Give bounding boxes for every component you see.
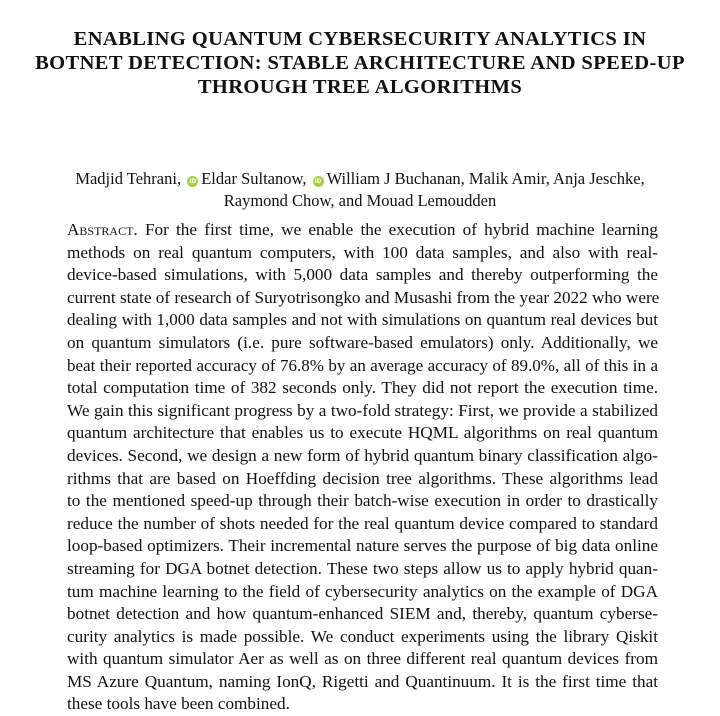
abstract-line: dealing with 1,000 data samples and not … — [67, 309, 658, 332]
abstract-line: tum machine learning to the field of cyb… — [67, 581, 658, 604]
abstract-line: beat their reported accuracy of 76.8% by… — [67, 355, 658, 378]
abstract-text: curity analytics is made possible. We co… — [67, 626, 658, 646]
abstract-line: curity analytics is made possible. We co… — [67, 626, 658, 649]
abstract-line: to the mentioned speed-up through their … — [67, 490, 658, 513]
abstract-line: loop-based optimizers. Their incremental… — [67, 535, 658, 558]
abstract-line: rithms that are based on Hoeffding decis… — [67, 468, 658, 491]
abstract-text: current state of research of Suryotrison… — [67, 287, 660, 307]
abstract-text: total computation time of 382 seconds on… — [67, 378, 658, 398]
abstract: Abstract. For the first time, we enable … — [67, 219, 660, 716]
author-list: Madjid Tehrani, iD Eldar Sultanow, iD Will… — [0, 168, 720, 212]
abstract-text: reduce the number of shots needed for th… — [67, 513, 658, 533]
abstract-text: We gain this significant progress by a t… — [67, 400, 658, 420]
abstract-text: device-based simulations, with 5,000 dat… — [67, 265, 658, 285]
abstract-text: on quantum simulators (i.e. pure softwar… — [67, 332, 658, 352]
abstract-line: streaming for DGA botnet detection. Thes… — [67, 558, 658, 581]
abstract-text: quantum architecture that enables us to … — [67, 423, 658, 443]
abstract-line: MS Azure Quantum, naming IonQ, Rigetti a… — [67, 671, 658, 694]
abstract-line: current state of research of Suryotrison… — [67, 287, 660, 310]
author-name: Madjid Tehrani, — [75, 169, 182, 188]
orcid-icon[interactable]: iD — [312, 176, 324, 187]
abstract-text: with quantum simulator Aer as well as on… — [67, 649, 658, 669]
abstract-text: loop-based optimizers. Their incremental… — [67, 536, 658, 556]
abstract-line: quantum architecture that enables us to … — [67, 422, 658, 445]
abstract-text: these tools have been combined. — [67, 694, 290, 714]
abstract-line: reduce the number of shots needed for th… — [67, 513, 658, 536]
abstract-text: devices. Second, we design a new form of… — [67, 445, 658, 465]
abstract-text: streaming for DGA botnet detection. Thes… — [67, 558, 658, 578]
title-line: THROUGH TREE ALGORITHMS — [197, 76, 523, 98]
abstract-line: Abstract. For the first time, we enable … — [67, 219, 658, 242]
abstract-text: rithms that are based on Hoeffding decis… — [67, 468, 658, 488]
abstract-line: with quantum simulator Aer as well as on… — [67, 648, 658, 671]
author-line: Raymond Chow, and Mouad Lemoudden — [223, 191, 497, 210]
title-line: BOTNET DETECTION: STABLE ARCHITECTURE AN… — [35, 52, 685, 74]
abstract-line: devices. Second, we design a new form of… — [67, 445, 658, 468]
abstract-text: botnet detection and how quantum-enhance… — [67, 604, 658, 624]
abstract-line: botnet detection and how quantum-enhance… — [67, 603, 658, 626]
abstract-text: MS Azure Quantum, naming IonQ, Rigetti a… — [67, 671, 658, 691]
author-name: Eldar Sultanow, — [201, 169, 307, 188]
abstract-text: dealing with 1,000 data samples and not … — [67, 310, 658, 330]
abstract-line: methods on real quantum computers, with … — [67, 242, 658, 265]
title-line: ENABLING QUANTUM CYBERSECURITY ANALYTICS… — [73, 28, 647, 50]
author-name: William J Buchanan, Malik Amir, Anja Jes… — [326, 169, 645, 188]
abstract-line: device-based simulations, with 5,000 dat… — [67, 264, 658, 287]
paper-title: ENABLING QUANTUM CYBERSECURITY ANALYTICS… — [0, 27, 720, 99]
abstract-line: We gain this significant progress by a t… — [67, 400, 658, 423]
abstract-text: to the mentioned speed-up through their … — [67, 491, 658, 511]
abstract-line: total computation time of 382 seconds on… — [67, 377, 658, 400]
abstract-heading: Abstract. — [67, 220, 138, 239]
abstract-text: tum machine learning to the field of cyb… — [67, 581, 658, 601]
abstract-line: on quantum simulators (i.e. pure softwar… — [67, 332, 658, 355]
abstract-text: For the first time, we enable the execut… — [144, 220, 658, 239]
abstract-text: beat their reported accuracy of 76.8% by… — [67, 355, 658, 375]
abstract-text: methods on real quantum computers, with … — [67, 242, 658, 262]
orcid-icon[interactable]: iD — [187, 176, 199, 187]
abstract-line: these tools have been combined. — [67, 693, 658, 716]
